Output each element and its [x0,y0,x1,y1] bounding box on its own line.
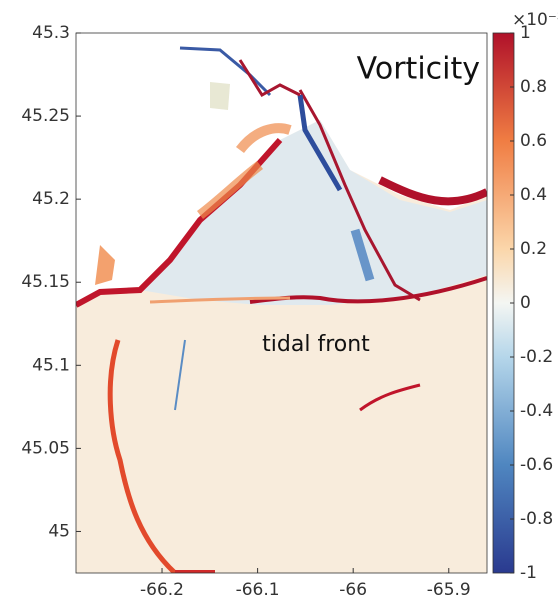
x-tick-label: -66.2 [140,580,184,600]
colorbar-tick-label: -0.8 [520,509,553,529]
y-tick-label: 45.25 [21,106,70,126]
x-tick-label: -66.1 [236,580,280,600]
colorbar-tick-label: 0.6 [520,131,547,151]
colorbar-tick-label: 0 [520,293,531,313]
colorbar-exponent: ×10⁻³ [512,10,558,30]
colorbar-tick-label: 0.8 [520,77,547,97]
plot-frame [75,32,488,574]
title: Vorticity [357,52,480,87]
y-tick-label: 45.3 [32,23,70,43]
colorbar-tick-label: 0.4 [520,185,547,205]
y-tick-label: 45 [48,521,70,541]
colorbar-tick-label: 1 [520,23,531,43]
colorbar-tick-label: -0.6 [520,455,553,475]
x-tick-label: -65.9 [427,580,471,600]
y-tick-label: 45.2 [32,189,70,209]
y-tick-label: 45.15 [21,272,70,292]
colorbar-tick-label: -0.4 [520,401,553,421]
vorticity-field [76,33,487,573]
annotation: tidal front [262,332,370,357]
colorbar-tick-label: -1 [520,563,537,583]
x-tick-label: -66 [339,580,367,600]
colorbar-tick-label: -0.2 [520,347,553,367]
y-tick-label: 45.1 [32,355,70,375]
y-tick-label: 45.05 [21,438,70,458]
colorbar-tick-label: 0.2 [520,239,547,259]
